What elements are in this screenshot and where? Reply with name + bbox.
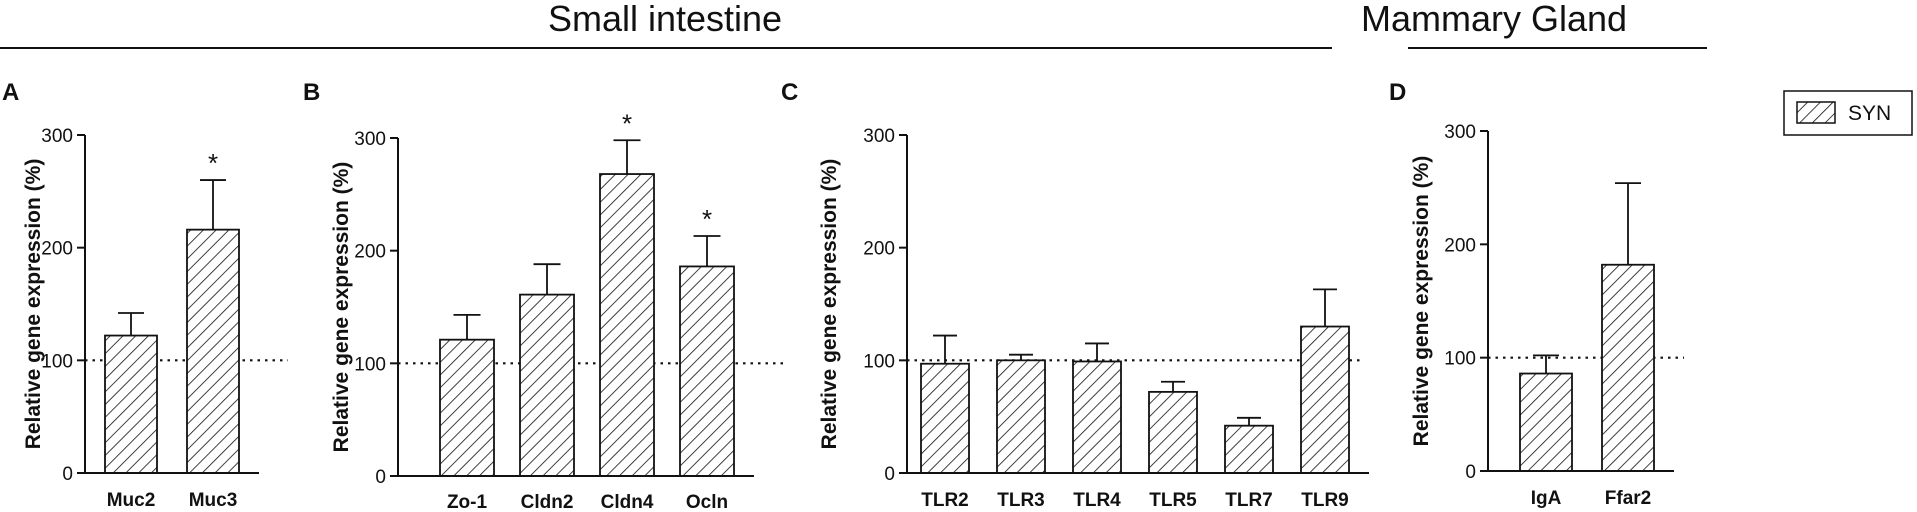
panel-letter: B [303, 79, 320, 106]
y-tick-label: 100 [354, 354, 386, 375]
y-tick-label: 200 [354, 242, 386, 263]
category-label: Cldn2 [521, 492, 574, 512]
legend: SYN [1783, 90, 1913, 136]
category-label: Muc2 [107, 490, 156, 511]
bar-cldn2 [519, 293, 575, 477]
bar-tlr2 [920, 362, 970, 474]
y-tick-label: 200 [41, 239, 73, 260]
category-label: TLR7 [1225, 490, 1273, 511]
y-tick-label: 100 [1444, 349, 1476, 370]
bar-muc2 [104, 334, 158, 474]
category-label: TLR5 [1149, 490, 1197, 511]
y-axis-label: Relative gene expression (%) [330, 162, 353, 453]
y-tick-label: 100 [41, 351, 73, 372]
panel-d-chart: D Relative gene expression (%) 0 100 200 300 I… [1389, 79, 1684, 509]
category-label: TLR3 [997, 490, 1045, 511]
bar-muc3 [186, 228, 240, 474]
bar-zo-1 [439, 338, 495, 477]
legend-swatch [1796, 101, 1836, 124]
category-label: Ffar2 [1605, 488, 1651, 509]
panel-letter: D [1389, 79, 1406, 106]
legend-label: SYN [1848, 102, 1891, 125]
bar-tlr5 [1148, 390, 1198, 474]
category-label: Muc3 [189, 490, 238, 511]
bar-tlr9 [1300, 325, 1350, 474]
category-label: Zo-1 [447, 492, 488, 512]
bar-iga [1519, 372, 1573, 472]
panel-a-chart: A Relative gene expression (%) 0 100 200 300 M… [2, 79, 288, 511]
panel-c-chart: C Relative gene expression (%) 0 100 200 300 T… [781, 79, 1369, 511]
y-tick-label: 100 [863, 351, 895, 372]
y-tick-label: 300 [354, 129, 386, 150]
y-tick-label: 300 [863, 126, 895, 147]
panel-letter: A [2, 79, 19, 106]
bar-ocln [679, 265, 735, 477]
bar-tlr3 [996, 359, 1046, 474]
significance-marker: * [622, 108, 632, 138]
y-tick-label: 200 [863, 239, 895, 260]
y-tick-label: 300 [1444, 122, 1476, 143]
bar-tlr7 [1224, 424, 1274, 474]
category-label: TLR2 [921, 490, 969, 511]
panel-letter: C [781, 79, 798, 106]
category-label: TLR4 [1073, 490, 1121, 511]
y-tick-label: 0 [884, 464, 895, 485]
y-tick-label: 0 [1465, 462, 1476, 483]
y-axis-label: Relative gene expression (%) [1410, 156, 1433, 447]
y-tick-label: 0 [62, 464, 73, 485]
bar-ffar2 [1601, 263, 1655, 472]
significance-marker: * [208, 148, 218, 178]
section-title-small-intestine: Small intestine [548, 0, 782, 39]
category-label: IgA [1531, 488, 1562, 509]
bar-cldn4 [599, 173, 655, 477]
section-title-mammary-gland: Mammary Gland [1361, 0, 1627, 39]
y-axis-label: Relative gene expression (%) [22, 159, 45, 450]
significance-marker: * [702, 204, 712, 234]
category-label: Ocln [686, 492, 728, 512]
y-axis-label: Relative gene expression (%) [818, 159, 841, 450]
category-label: TLR9 [1301, 490, 1349, 511]
y-tick-label: 300 [41, 126, 73, 147]
panel-b-chart: B Relative gene expression (%) 0 100 200 300 Z… [303, 79, 784, 512]
bar-tlr4 [1072, 360, 1122, 474]
category-label: Cldn4 [601, 492, 654, 512]
y-tick-label: 200 [1444, 235, 1476, 256]
y-tick-label: 0 [375, 467, 386, 488]
